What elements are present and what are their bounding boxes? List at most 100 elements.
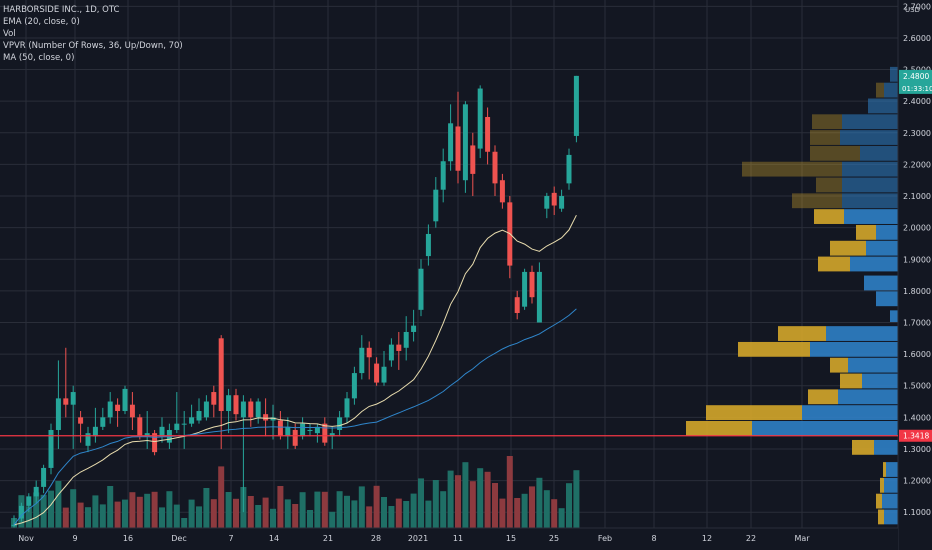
candle-body[interactable] (270, 417, 276, 421)
candle-body[interactable] (226, 395, 232, 412)
candle-body[interactable] (189, 417, 195, 424)
candle-body[interactable] (499, 180, 505, 203)
candle-body[interactable] (485, 116, 491, 152)
vp-row-down (830, 357, 848, 373)
candle-body[interactable] (470, 145, 476, 174)
indicator-volume[interactable]: Vol (3, 29, 16, 39)
candle-body[interactable] (292, 429, 298, 446)
price-markers: 1.3418 2.4800 01:33:10 (0, 69, 932, 442)
candle-body[interactable] (248, 401, 254, 418)
candle-body[interactable] (107, 401, 113, 418)
candle-body[interactable] (366, 347, 372, 358)
volume-bar (284, 499, 291, 528)
candle-body[interactable] (359, 347, 365, 374)
candle-body[interactable] (374, 363, 380, 383)
candle-body[interactable] (403, 331, 409, 348)
candle-body[interactable] (418, 268, 424, 310)
price-tick-label: 2.6000 (903, 34, 931, 43)
candle-body[interactable] (196, 411, 202, 421)
indicator-ma[interactable]: MA (50, close, 0) (3, 53, 75, 63)
candle-body[interactable] (322, 423, 328, 443)
candle-body[interactable] (85, 433, 91, 446)
candle-body[interactable] (26, 496, 32, 506)
candle-body[interactable] (41, 467, 47, 487)
candle-body[interactable] (462, 104, 468, 181)
vp-row-down (808, 389, 838, 405)
candle-body[interactable] (174, 423, 180, 430)
price-tick-label: 1.3000 (903, 445, 931, 454)
candle-body[interactable] (240, 401, 246, 418)
time-axis[interactable]: Nov 9 16 Dec 7 14 21 28 2021 11 15 25 Feb 8 12 22 Mar (0, 527, 898, 550)
candle-body[interactable] (388, 344, 394, 361)
candle-body[interactable] (551, 192, 557, 206)
candle-body[interactable] (455, 126, 461, 171)
candle-body[interactable] (351, 373, 357, 399)
candle-body[interactable] (425, 233, 431, 257)
candle-body[interactable] (573, 75, 579, 136)
candle-body[interactable] (33, 486, 39, 497)
candle-body[interactable] (329, 433, 335, 437)
candle-body[interactable] (11, 524, 17, 526)
candle-body[interactable] (122, 388, 128, 412)
time-tick-label: 21 (323, 534, 333, 543)
candle-body[interactable] (448, 123, 454, 162)
volume-bar (432, 480, 439, 528)
candle-body[interactable] (211, 392, 217, 405)
candle-body[interactable] (159, 426, 165, 437)
candle-body[interactable] (544, 196, 550, 209)
candle-body[interactable] (337, 417, 343, 430)
vp-row-up (882, 493, 898, 509)
candle-body[interactable] (440, 161, 446, 190)
candle-body[interactable] (137, 417, 143, 437)
candle-body[interactable] (529, 271, 535, 298)
candle-body[interactable] (115, 404, 121, 412)
indicator-ema[interactable]: EMA (20, close, 0) (3, 17, 80, 27)
candle-body[interactable] (522, 271, 528, 307)
candle-body[interactable] (181, 423, 187, 425)
candle-body[interactable] (300, 423, 306, 437)
candle-body[interactable] (233, 395, 239, 415)
candle-body[interactable] (381, 366, 387, 383)
volume-bar (366, 506, 373, 528)
time-tick-label: 14 (269, 534, 279, 543)
candle-body[interactable] (514, 297, 520, 314)
vp-row-down (810, 130, 840, 145)
candle-body[interactable] (63, 398, 69, 405)
candle-body[interactable] (277, 420, 283, 437)
candle-body[interactable] (55, 398, 61, 430)
candle-body[interactable] (129, 404, 135, 418)
volume-bar (344, 495, 350, 528)
candle-body[interactable] (78, 417, 84, 424)
candle-body[interactable] (48, 429, 54, 468)
symbol-title[interactable]: HARBORSIDE INC., 1D, OTC (3, 5, 120, 15)
candle-body[interactable] (559, 196, 565, 209)
candle-body[interactable] (100, 417, 106, 427)
candle-body[interactable] (492, 151, 498, 184)
candle-body[interactable] (344, 398, 350, 418)
candle-body[interactable] (144, 433, 150, 437)
indicator-vpvr[interactable]: VPVR (Number Of Rows, 36, Up/Down, 70) (3, 41, 183, 51)
candle-body[interactable] (203, 401, 209, 418)
candle-body[interactable] (18, 505, 24, 519)
candle-body[interactable] (263, 414, 269, 421)
candle-body[interactable] (218, 338, 224, 412)
last-price-badge (899, 69, 932, 94)
time-tick-label: 22 (746, 534, 756, 543)
volume-bar (151, 491, 158, 528)
candle-body[interactable] (396, 344, 402, 351)
candle-body[interactable] (314, 426, 320, 434)
candle-body[interactable] (255, 401, 261, 418)
candle-body[interactable] (477, 88, 483, 149)
candle-body[interactable] (411, 325, 417, 332)
candle-body[interactable] (285, 426, 291, 437)
candle-body[interactable] (152, 433, 158, 453)
candle-body[interactable] (433, 189, 439, 222)
volume-bar (262, 497, 269, 528)
volume-bar (521, 493, 528, 528)
candle-body[interactable] (92, 426, 98, 437)
candle-body[interactable] (70, 392, 76, 405)
candle-body[interactable] (566, 154, 572, 184)
candle-body[interactable] (307, 429, 313, 431)
candle-body[interactable] (536, 271, 542, 323)
